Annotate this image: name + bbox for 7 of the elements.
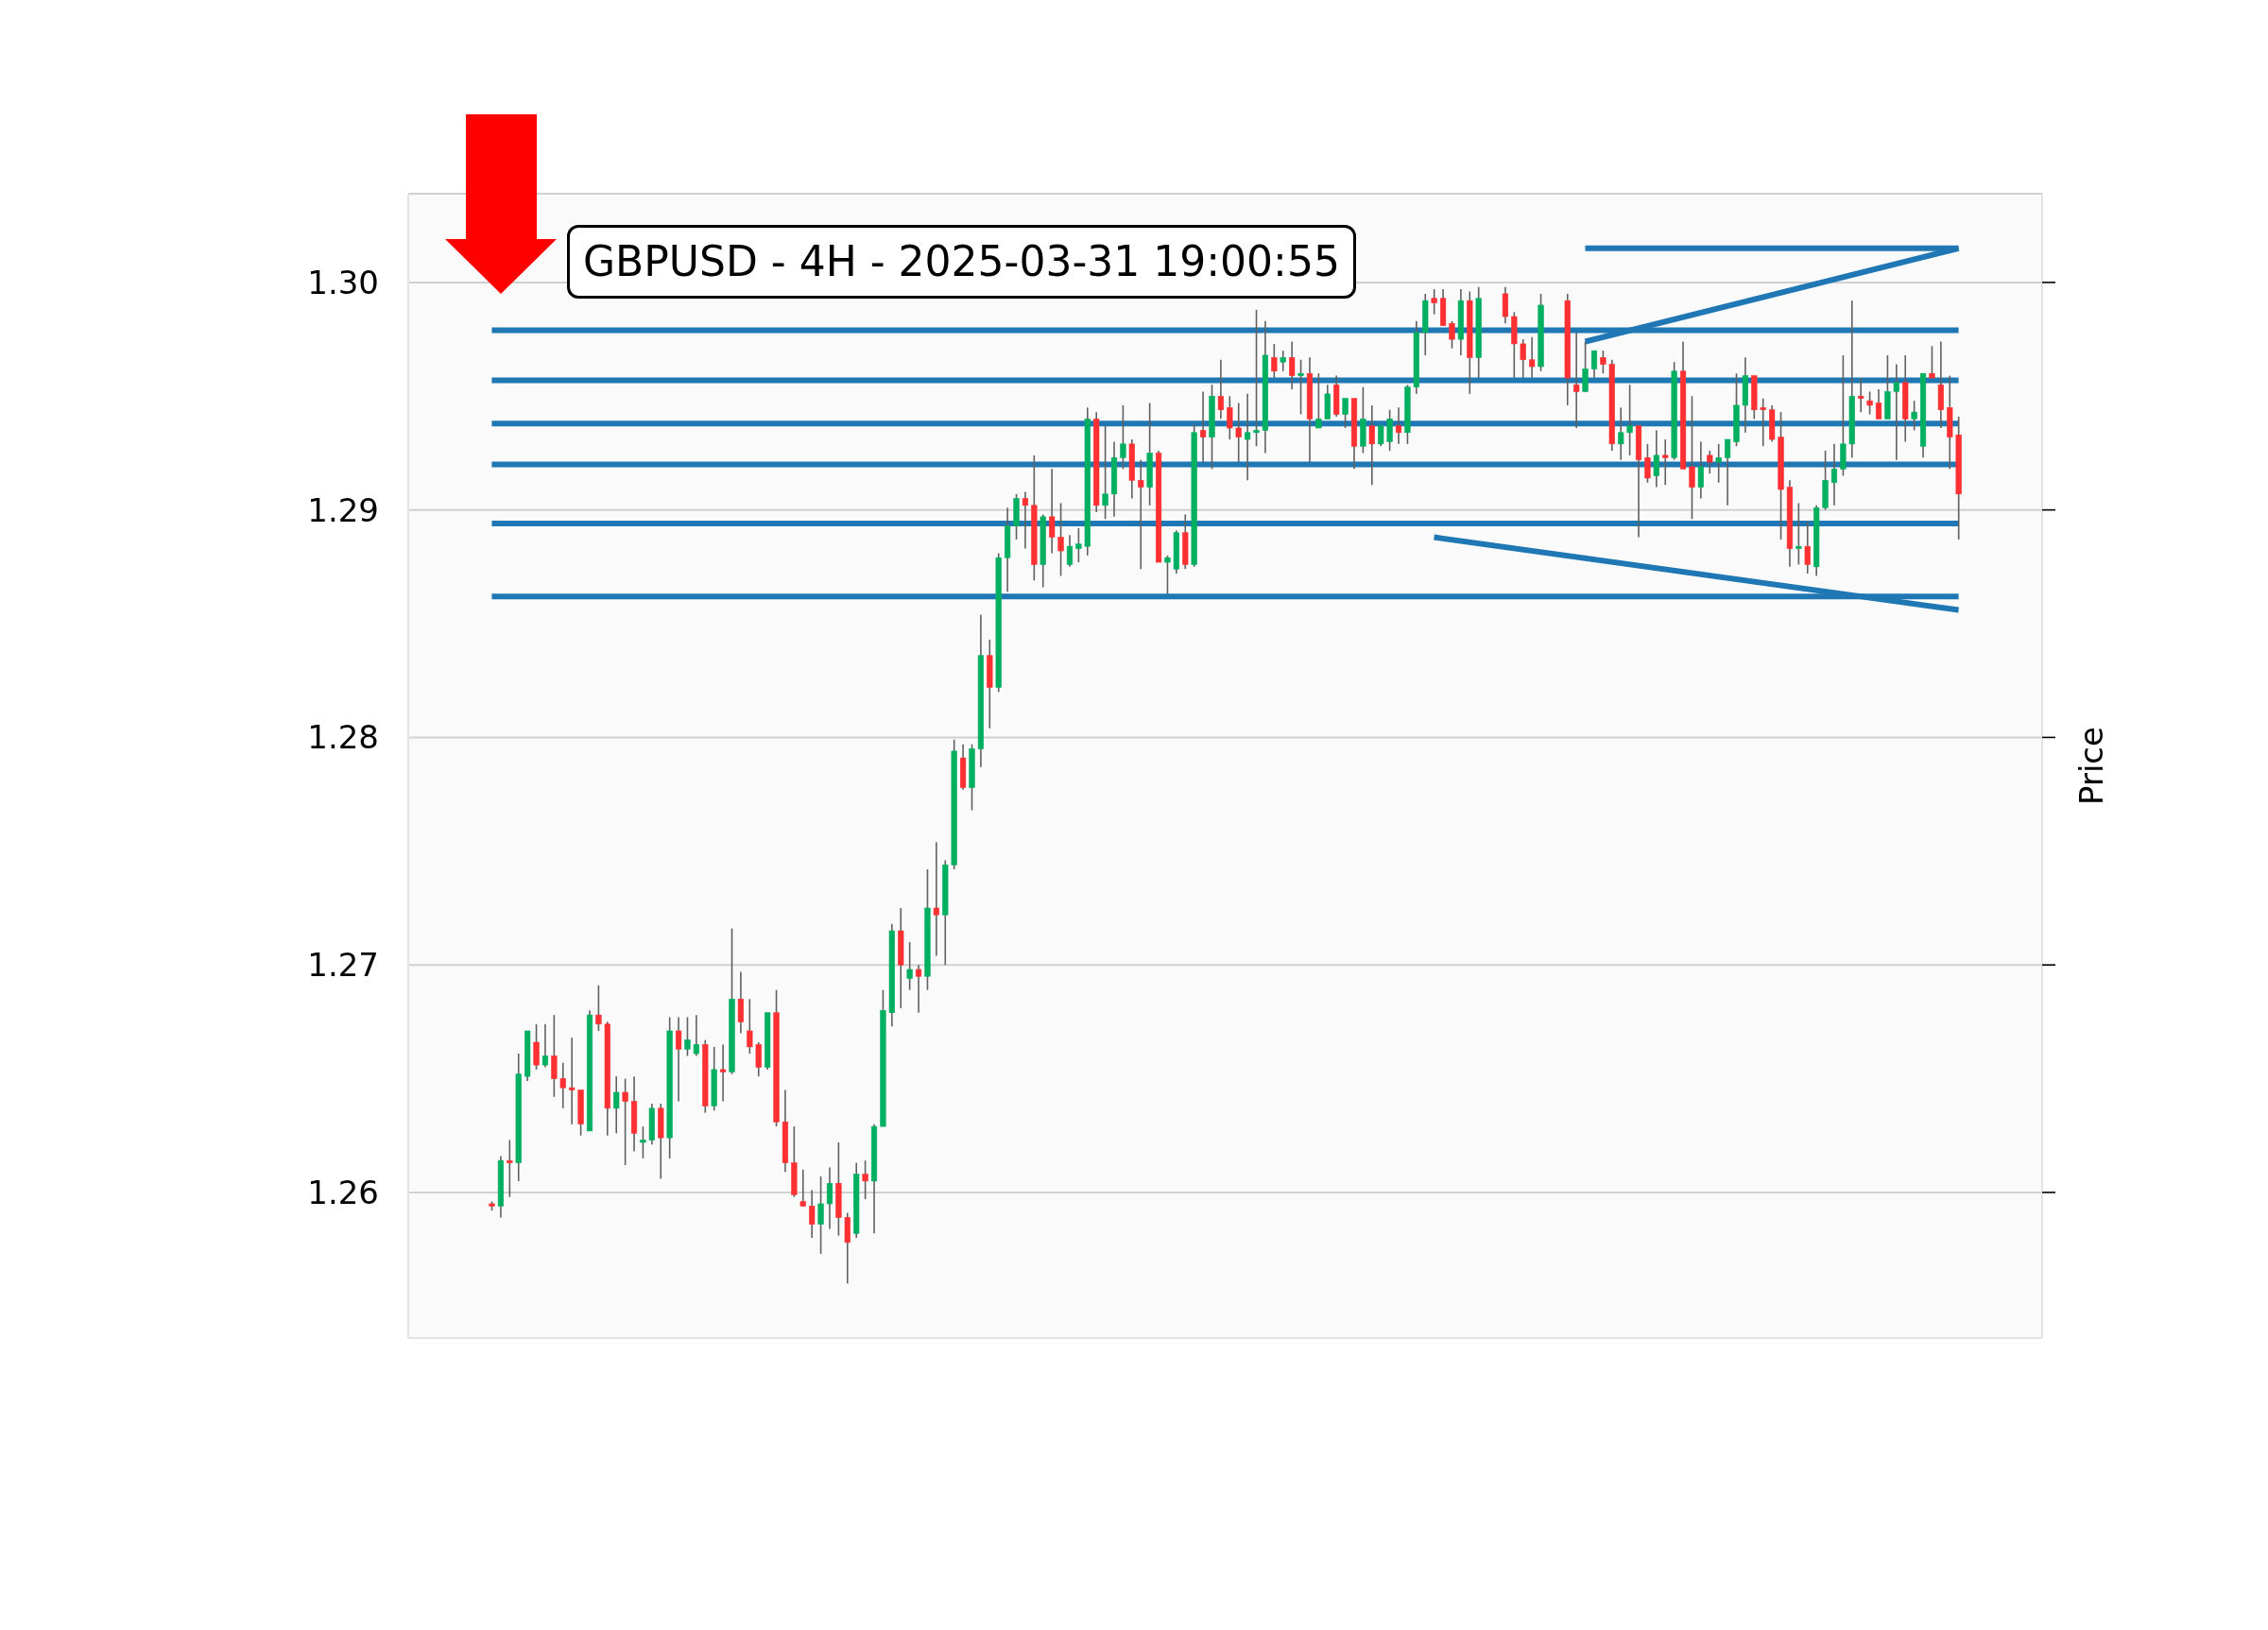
y-tick-label: 1.26 [307, 1173, 379, 1211]
y-axis-title: Price [2072, 727, 2111, 805]
y-tick-label: 1.30 [307, 263, 379, 301]
y-tick-label: 1.27 [307, 946, 379, 985]
text: GBPUSD - 4H - 2025-03-31 19:00:55 [567, 225, 1356, 299]
y-tick-label: 1.29 [307, 490, 379, 529]
y-tick-label: 1.28 [307, 718, 379, 757]
